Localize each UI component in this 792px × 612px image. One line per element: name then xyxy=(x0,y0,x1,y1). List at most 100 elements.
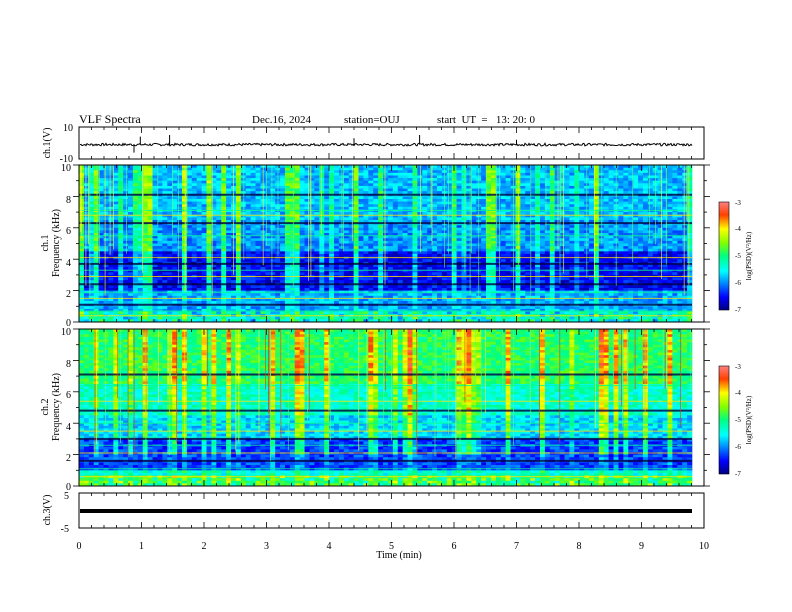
spectrogram-cell xyxy=(133,204,138,207)
spectrogram-cell xyxy=(334,186,339,189)
spectrogram-cell xyxy=(432,228,437,231)
spectrogram-cell xyxy=(226,241,231,244)
spectrogram-cell xyxy=(246,207,251,210)
spectrogram-cell xyxy=(324,230,329,233)
spectrogram-cell xyxy=(540,189,545,192)
spectrogram-cell xyxy=(565,254,570,257)
spectrogram-cell xyxy=(290,244,295,247)
spectrogram-cell xyxy=(623,238,628,241)
spectrogram-cell xyxy=(579,267,584,270)
spectrogram-cell xyxy=(520,178,525,181)
spectrogram-cell xyxy=(202,246,207,249)
spectrogram-cell xyxy=(363,186,368,189)
spectrogram-cell xyxy=(153,228,158,231)
spectrogram-cell xyxy=(368,186,373,189)
spectrogram-cell xyxy=(197,228,202,231)
spectrogram-cell xyxy=(574,199,579,202)
spectrogram-cell xyxy=(182,202,187,205)
spectrogram-cell xyxy=(177,244,182,247)
spectrogram-cell xyxy=(104,246,109,249)
spectrogram-cell xyxy=(167,186,172,189)
spectrogram-cell xyxy=(290,199,295,202)
spectrogram-cell xyxy=(481,217,486,220)
spectrogram-cell xyxy=(638,175,643,178)
spectrogram-cell xyxy=(672,251,677,254)
spectrogram-cell xyxy=(157,228,162,231)
spectrogram-cell xyxy=(501,186,506,189)
spectrogram-cell xyxy=(94,199,99,202)
spectrogram-cell xyxy=(118,191,123,194)
spectrogram-cell xyxy=(373,183,378,186)
spectrogram-cell xyxy=(314,267,319,270)
spectrogram-cell xyxy=(118,186,123,189)
spectrogram-cell xyxy=(677,183,682,186)
spectrogram-cell xyxy=(162,191,167,194)
spectrogram-cell xyxy=(550,267,555,270)
spectrogram-cell xyxy=(290,178,295,181)
spectrogram-cell xyxy=(157,204,162,207)
spectrogram-cell xyxy=(256,238,261,241)
spectrogram-cell xyxy=(113,199,118,202)
spectrogram-cell xyxy=(555,196,560,199)
spectrogram-cell xyxy=(123,251,128,254)
spectrogram-cell xyxy=(486,183,491,186)
spectrogram-cell xyxy=(167,178,172,181)
spectrogram-cell xyxy=(270,249,275,252)
spectrogram-cell xyxy=(207,183,212,186)
spectrogram-cell xyxy=(579,228,584,231)
spectrogram-cell xyxy=(437,186,442,189)
spectrogram-cell xyxy=(393,175,398,178)
spectrogram-cell xyxy=(412,228,417,231)
spectrogram-cell xyxy=(108,196,113,199)
spectrogram-cell xyxy=(280,259,285,262)
spectrogram-cell xyxy=(349,230,354,233)
spectrogram-cell xyxy=(344,173,349,176)
spectrogram-cell xyxy=(412,254,417,257)
spectrogram-cell xyxy=(359,251,364,254)
spectrogram-cell xyxy=(153,204,158,207)
spectrogram-cell xyxy=(177,230,182,233)
spectrogram-cell xyxy=(565,175,570,178)
spectrogram-cell xyxy=(300,189,305,192)
spectrogram-cell xyxy=(535,175,540,178)
spectrogram-cell xyxy=(368,196,373,199)
spectrogram-cell xyxy=(363,244,368,247)
spectrogram-cell xyxy=(172,238,177,241)
spectrogram-cell xyxy=(99,267,104,270)
spectrogram-cell xyxy=(202,204,207,207)
spectrogram-cell xyxy=(295,228,300,231)
spectrogram-cell xyxy=(667,228,672,231)
spectrogram-cell xyxy=(187,178,192,181)
spectrogram-cell xyxy=(344,212,349,215)
spectrogram-cell xyxy=(265,199,270,202)
spectrogram-cell xyxy=(236,212,241,215)
spectrogram-cell xyxy=(432,186,437,189)
spectrogram-cell xyxy=(295,238,300,241)
spectrogram-cell xyxy=(354,181,359,184)
spectrogram-cell xyxy=(177,254,182,257)
spectrogram-cell xyxy=(638,173,643,176)
spectrogram-cell xyxy=(648,204,653,207)
spectrogram-cell xyxy=(251,254,256,257)
spectrogram-cell xyxy=(462,244,467,247)
spectrogram-cell xyxy=(94,228,99,231)
spectrogram-cell xyxy=(207,175,212,178)
spectrogram-cell xyxy=(677,189,682,192)
spectrogram-cell xyxy=(569,207,574,210)
spectrogram-cell xyxy=(104,207,109,210)
spectrogram-cell xyxy=(226,183,231,186)
spectrogram-cell xyxy=(354,191,359,194)
spectrogram-cell xyxy=(535,173,540,176)
spectrogram-cell xyxy=(207,178,212,181)
spectrogram-cell xyxy=(344,183,349,186)
spectrogram-cell xyxy=(672,196,677,199)
spectrogram-cell xyxy=(123,249,128,252)
spectrogram-cell xyxy=(555,170,560,173)
spectrogram-cell xyxy=(417,259,422,262)
spectrogram-cell xyxy=(177,199,182,202)
spectrogram-cell xyxy=(658,196,663,199)
spectrogram-cell xyxy=(177,170,182,173)
spectrogram-cell xyxy=(285,230,290,233)
spectrogram-cell xyxy=(633,181,638,184)
spectrogram-cell xyxy=(403,173,408,176)
